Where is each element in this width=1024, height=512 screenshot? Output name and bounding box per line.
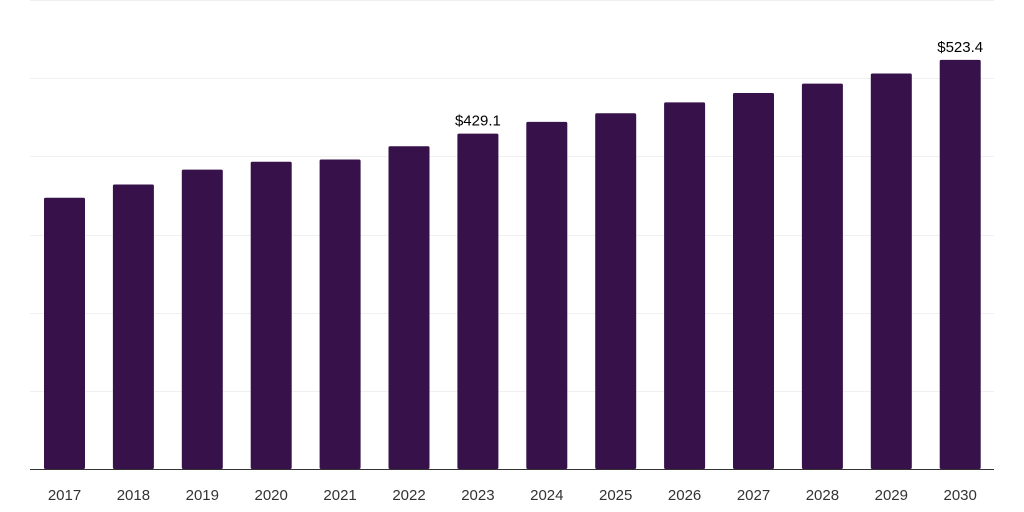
x-tick-label: 2027	[737, 487, 770, 504]
x-tick-label: 2018	[117, 487, 150, 504]
x-axis-ticks: 2017 2018 2019 2020 2021 2022 2023 2024 2025 2026…	[48, 487, 977, 504]
x-tick-label: 2028	[806, 487, 839, 504]
bar-2029	[870, 73, 912, 469]
bar-2020	[250, 161, 292, 470]
bar-2017	[44, 197, 85, 470]
x-tick-label: 2026	[668, 487, 701, 504]
x-tick-label: 2025	[599, 487, 632, 504]
bar-2021	[319, 159, 361, 469]
x-tick-label: 2017	[48, 487, 81, 504]
bar-2027	[733, 93, 774, 469]
x-tick-label: 2020	[255, 487, 288, 504]
data-label-2030: $523.4	[937, 39, 983, 56]
bar-2023	[457, 133, 499, 469]
data-label-2023: $429.1	[455, 113, 501, 130]
bar-2030	[939, 59, 981, 470]
x-tick-label: 2030	[944, 487, 977, 504]
bar-2026	[664, 102, 706, 470]
data-labels: $429.1 $523.4	[455, 39, 983, 130]
bar-2025	[595, 113, 637, 470]
bar-2028	[801, 83, 843, 469]
bar-2022	[388, 146, 430, 469]
bar-2018	[112, 184, 154, 469]
x-tick-label: 2024	[530, 487, 563, 504]
bar-2019	[181, 169, 223, 469]
x-tick-label: 2023	[461, 487, 494, 504]
gridlines	[30, 0, 994, 392]
x-tick-label: 2022	[392, 487, 425, 504]
x-tick-label: 2021	[323, 487, 356, 504]
x-tick-label: 2029	[875, 487, 908, 504]
x-tick-label: 2019	[186, 487, 219, 504]
bar-2024	[526, 121, 568, 470]
bars	[44, 59, 981, 470]
